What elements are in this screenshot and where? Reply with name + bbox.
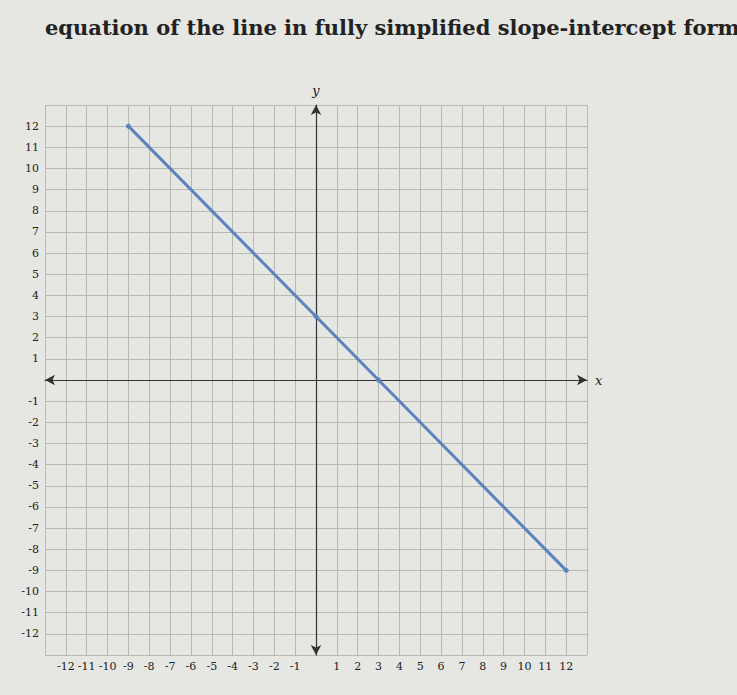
svg-text:1: 1 bbox=[32, 352, 39, 365]
svg-text:5: 5 bbox=[32, 268, 39, 281]
svg-text:3: 3 bbox=[32, 310, 39, 323]
svg-text:x: x bbox=[595, 373, 603, 388]
svg-text:equation of the line in fully: equation of the line in fully simplified… bbox=[45, 15, 737, 40]
svg-text:-7: -7 bbox=[165, 660, 176, 673]
svg-text:7: 7 bbox=[32, 225, 39, 238]
svg-text:4: 4 bbox=[396, 660, 403, 673]
svg-text:-10: -10 bbox=[21, 585, 39, 598]
svg-text:8: 8 bbox=[32, 204, 39, 217]
svg-text:4: 4 bbox=[32, 289, 39, 302]
svg-text:12: 12 bbox=[25, 120, 39, 133]
svg-text:-11: -11 bbox=[78, 660, 96, 673]
svg-text:1: 1 bbox=[333, 660, 340, 673]
svg-text:-10: -10 bbox=[99, 660, 117, 673]
svg-text:-6: -6 bbox=[28, 500, 39, 513]
svg-text:6: 6 bbox=[32, 247, 39, 260]
svg-text:-1: -1 bbox=[290, 660, 301, 673]
svg-text:9: 9 bbox=[500, 660, 507, 673]
svg-text:7: 7 bbox=[458, 660, 465, 673]
svg-text:11: 11 bbox=[25, 141, 39, 154]
svg-text:-3: -3 bbox=[28, 437, 39, 450]
svg-text:10: 10 bbox=[25, 162, 39, 175]
svg-text:-1: -1 bbox=[28, 395, 39, 408]
svg-text:2: 2 bbox=[32, 331, 39, 344]
svg-text:-12: -12 bbox=[21, 627, 39, 640]
svg-text:-4: -4 bbox=[227, 660, 238, 673]
svg-text:-12: -12 bbox=[57, 660, 75, 673]
svg-text:8: 8 bbox=[479, 660, 486, 673]
svg-text:2: 2 bbox=[354, 660, 361, 673]
svg-text:-11: -11 bbox=[21, 606, 39, 619]
svg-text:-5: -5 bbox=[206, 660, 217, 673]
svg-text:-8: -8 bbox=[144, 660, 155, 673]
svg-text:10: 10 bbox=[517, 660, 531, 673]
svg-text:-6: -6 bbox=[186, 660, 197, 673]
svg-text:-9: -9 bbox=[28, 564, 39, 577]
svg-text:6: 6 bbox=[438, 660, 445, 673]
svg-text:-3: -3 bbox=[248, 660, 259, 673]
svg-text:5: 5 bbox=[417, 660, 424, 673]
svg-text:-5: -5 bbox=[28, 479, 39, 492]
svg-text:3: 3 bbox=[375, 660, 382, 673]
svg-text:-4: -4 bbox=[28, 458, 39, 471]
svg-text:11: 11 bbox=[538, 660, 552, 673]
svg-text:9: 9 bbox=[32, 183, 39, 196]
svg-text:-8: -8 bbox=[28, 543, 39, 556]
svg-text:-9: -9 bbox=[123, 660, 134, 673]
svg-text:y: y bbox=[311, 83, 320, 98]
svg-text:-2: -2 bbox=[28, 416, 39, 429]
svg-text:12: 12 bbox=[559, 660, 573, 673]
svg-text:-7: -7 bbox=[28, 522, 39, 535]
svg-text:-2: -2 bbox=[269, 660, 280, 673]
